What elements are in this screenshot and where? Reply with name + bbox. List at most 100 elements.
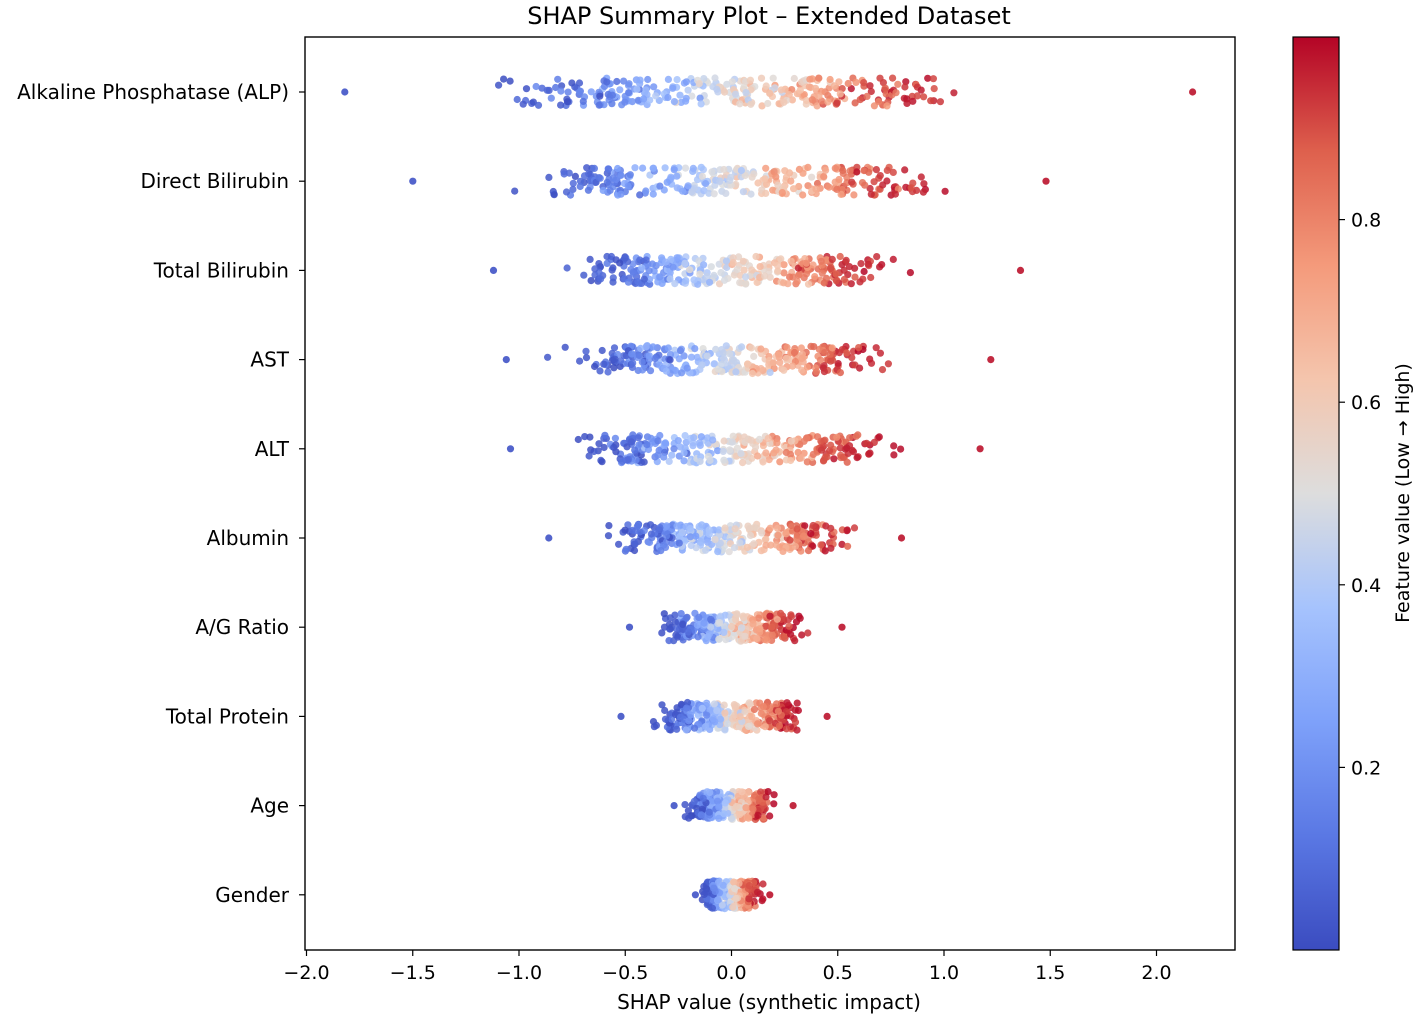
- shap-point: [552, 83, 560, 92]
- y-tick-label: ALT: [255, 437, 290, 461]
- shap-point: [793, 278, 801, 286]
- shap-point: [823, 453, 831, 461]
- shap-point: [815, 92, 823, 100]
- shap-point: [732, 368, 740, 376]
- shap-point: [710, 190, 718, 198]
- shap-point: [687, 711, 695, 719]
- shap-point: [688, 188, 696, 196]
- shap-point: [777, 86, 785, 94]
- shap-point: [506, 77, 514, 85]
- shap-point: [866, 82, 874, 90]
- shap-point: [638, 358, 646, 366]
- shap-point: [866, 184, 874, 193]
- shap-point: [870, 438, 878, 446]
- shap-point: [718, 901, 726, 909]
- feature-row-points: [545, 520, 906, 556]
- shap-point: [697, 433, 706, 441]
- shap-point: [654, 437, 662, 445]
- shap-point: [661, 439, 670, 447]
- shap-point: [803, 434, 811, 442]
- shap-point: [729, 432, 737, 440]
- shap-point: [571, 172, 580, 180]
- shap-point: [876, 74, 884, 82]
- shap-point: [766, 273, 774, 281]
- shap-point: [563, 264, 571, 272]
- shap-point: [766, 612, 774, 620]
- shap-point: [764, 99, 772, 108]
- shap-point: [740, 266, 748, 274]
- shap-point: [856, 278, 864, 286]
- shap-point: [737, 624, 746, 632]
- shap-point: [605, 522, 613, 530]
- shap-point: [676, 347, 685, 355]
- shap-point: [609, 174, 617, 182]
- shap-point: [643, 441, 651, 449]
- x-tick-label: 0.0: [716, 962, 746, 984]
- shap-point: [714, 878, 723, 887]
- shap-point: [489, 266, 498, 274]
- shap-point: [808, 173, 816, 181]
- shap-point: [621, 98, 629, 106]
- shap-point: [825, 183, 833, 191]
- shap-point: [799, 191, 807, 199]
- shap-point: [657, 547, 665, 555]
- shap-point: [746, 76, 755, 84]
- shap-point: [673, 725, 681, 733]
- shap-point: [780, 98, 788, 106]
- shap-point: [876, 263, 884, 271]
- shap-point: [786, 536, 794, 544]
- shap-point: [721, 709, 729, 717]
- chart-title: SHAP Summary Plot – Extended Dataset: [527, 2, 1011, 30]
- shap-point: [637, 344, 645, 352]
- shap-point: [723, 80, 731, 88]
- shap-point: [720, 628, 728, 637]
- shap-point: [614, 164, 622, 173]
- shap-point: [714, 447, 722, 455]
- shap-point: [695, 613, 703, 622]
- shap-point: [622, 545, 630, 553]
- shap-point: [747, 100, 755, 108]
- shap-point: [803, 458, 811, 466]
- shap-point: [759, 880, 767, 888]
- shap-point: [776, 458, 784, 466]
- shap-point: [720, 456, 728, 464]
- shap-point: [744, 814, 753, 822]
- shap-point: [690, 276, 698, 284]
- shap-point: [545, 86, 553, 94]
- shap-point: [827, 524, 835, 532]
- shap-point: [636, 76, 644, 84]
- x-tick-label: −1.5: [390, 962, 436, 984]
- shap-point: [756, 263, 764, 271]
- shap-point: [661, 706, 669, 715]
- shap-point: [756, 625, 764, 633]
- shap-point: [706, 278, 714, 286]
- shap-point: [709, 436, 717, 444]
- shap-point: [716, 177, 724, 185]
- shap-point: [581, 433, 589, 441]
- shap-point: [557, 101, 565, 109]
- shap-point: [685, 814, 693, 822]
- shap-point: [703, 434, 711, 442]
- shap-point: [650, 83, 658, 91]
- shap-point: [749, 620, 757, 628]
- shap-point: [582, 347, 590, 355]
- shap-point: [630, 546, 639, 555]
- shap-point: [780, 366, 788, 374]
- shap-point: [762, 164, 770, 172]
- shap-point: [872, 344, 880, 352]
- shap-point: [744, 788, 753, 796]
- shap-point: [919, 188, 928, 196]
- shap-point: [854, 431, 862, 439]
- shap-point: [683, 698, 692, 707]
- shap-point: [561, 343, 569, 351]
- shap-point: [703, 538, 712, 546]
- shap-point: [786, 273, 794, 281]
- shap-point: [777, 609, 785, 618]
- shap-point: [824, 98, 832, 106]
- shap-point: [729, 259, 737, 267]
- shap-point: [863, 439, 871, 447]
- x-tick-label: −0.5: [602, 962, 648, 984]
- shap-point: [640, 275, 648, 283]
- shap-point: [976, 445, 984, 453]
- shap-point: [870, 178, 878, 186]
